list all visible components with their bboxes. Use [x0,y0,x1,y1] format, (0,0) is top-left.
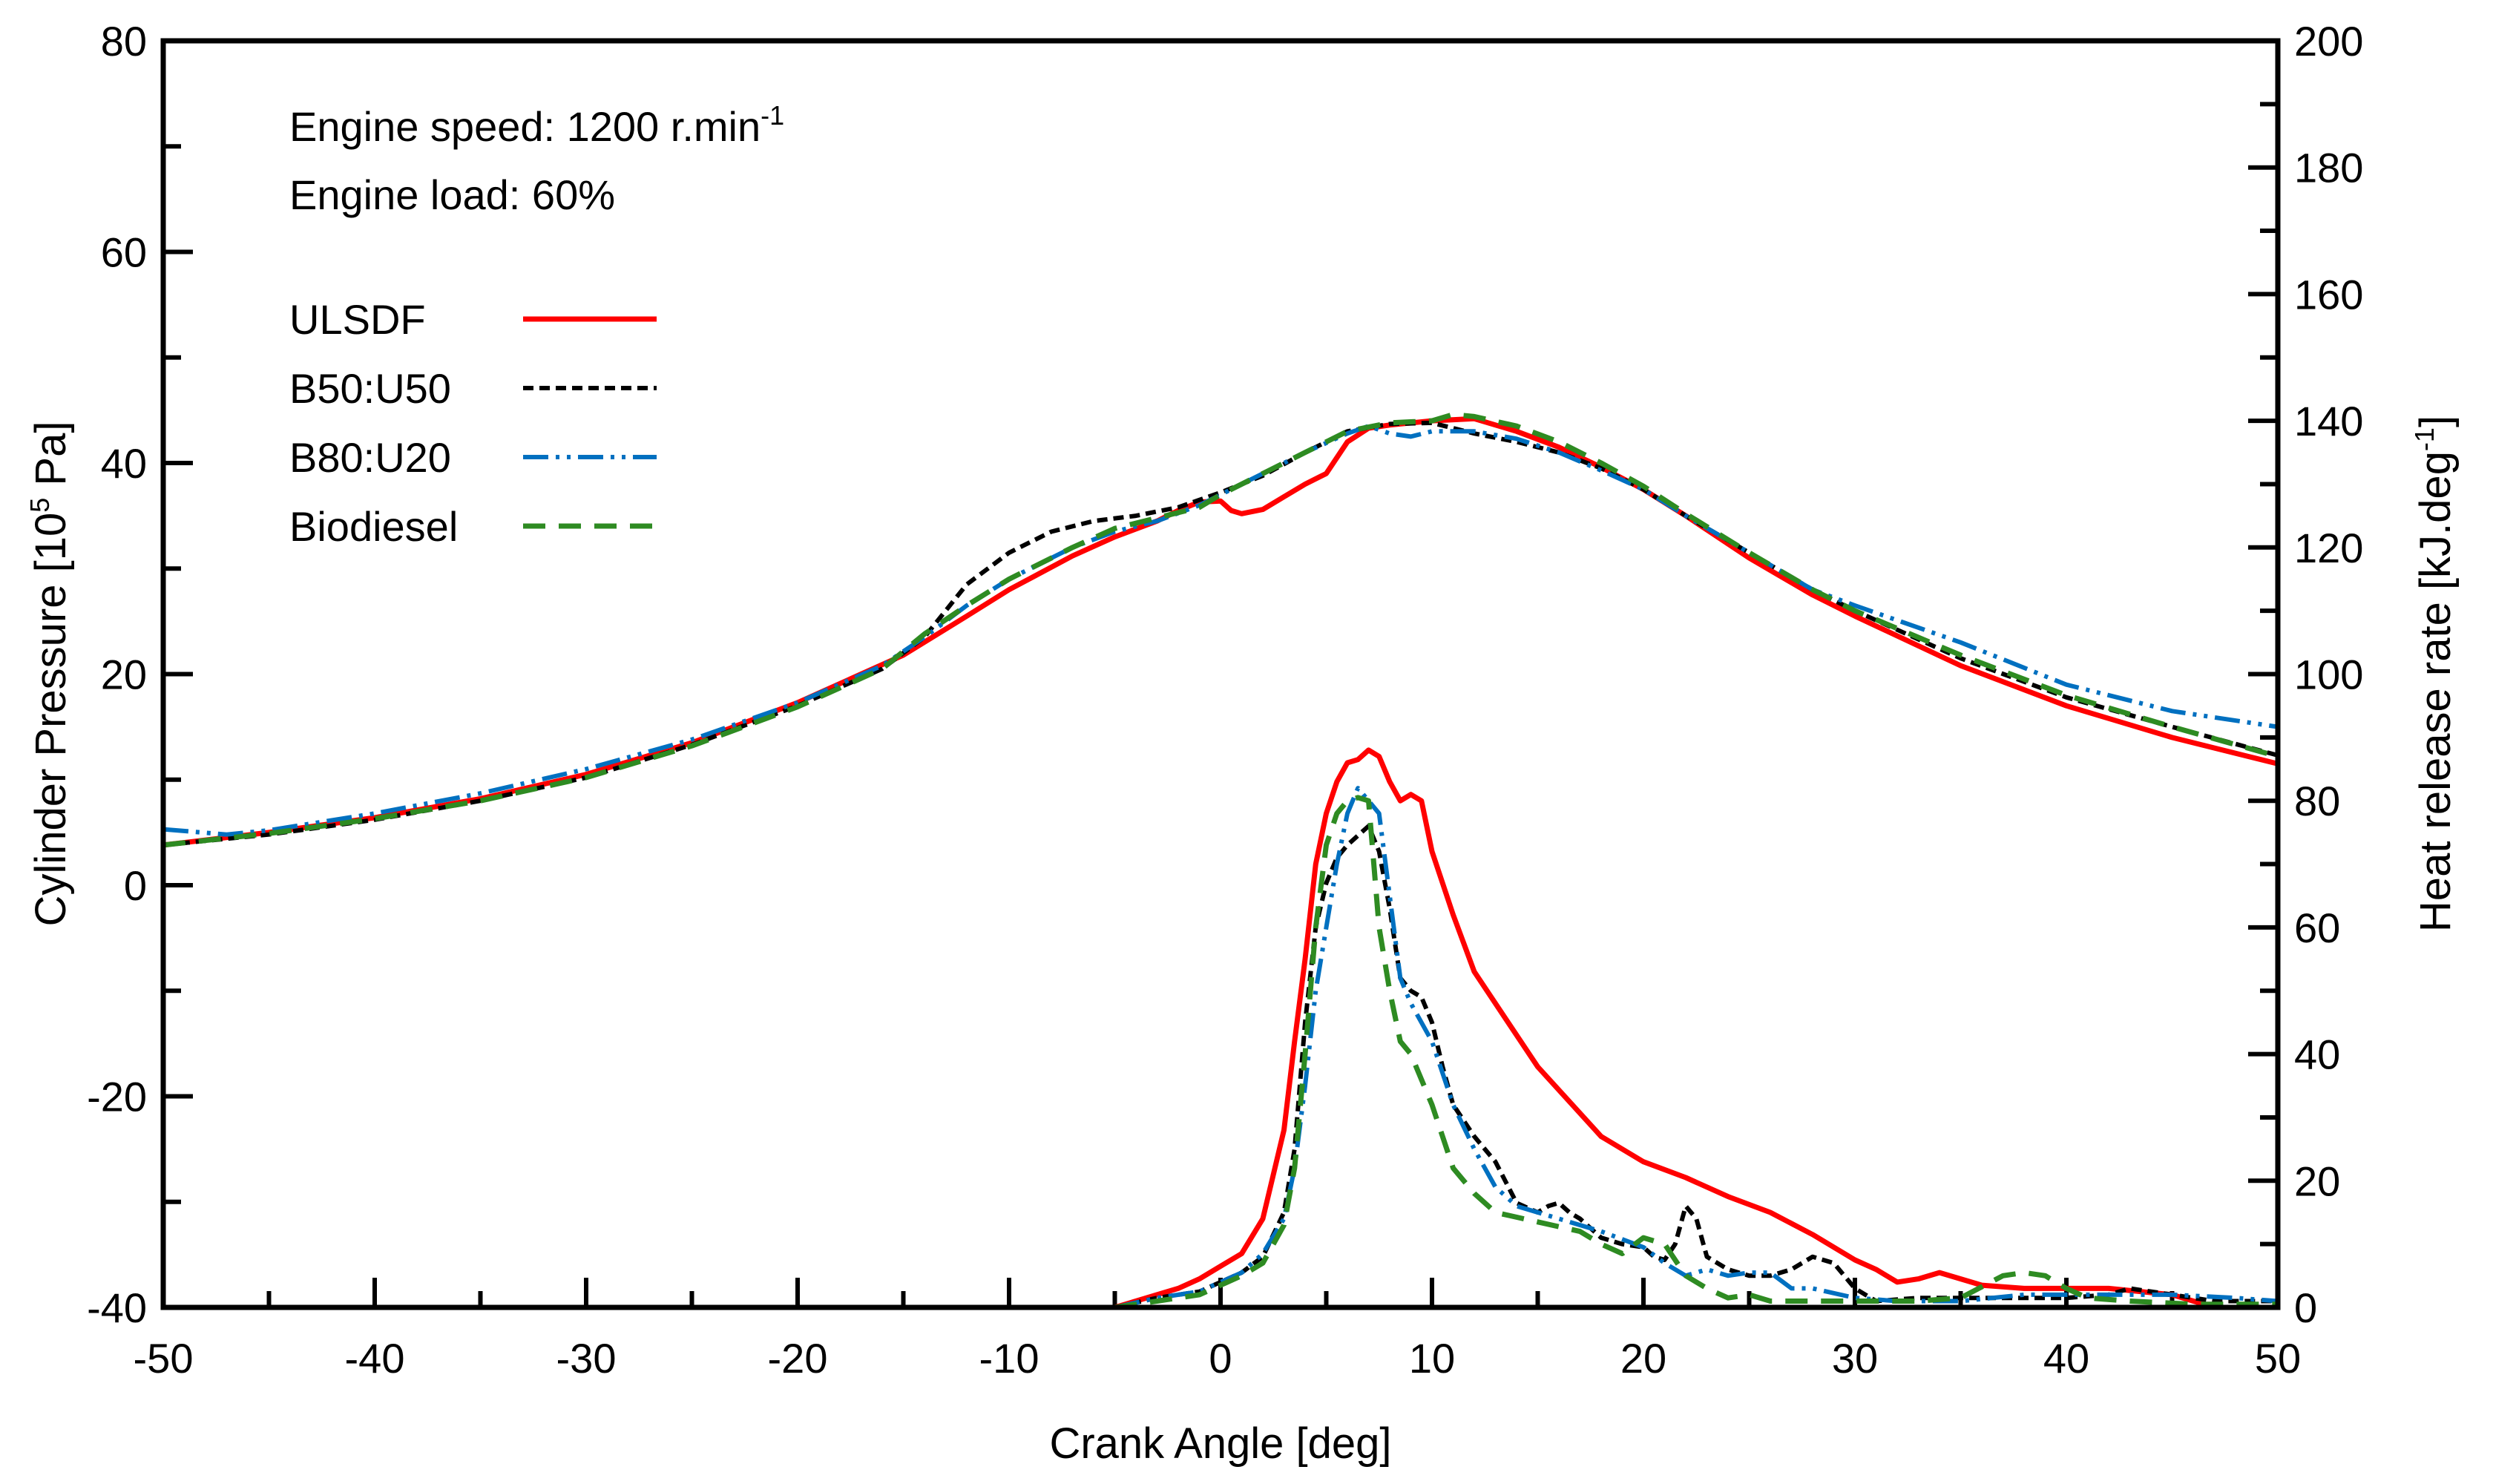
x-tick-label: -10 [979,1335,1039,1382]
x-tick-label: 30 [1832,1335,1878,1382]
legend-label-ulsdf: ULSDF [289,296,426,343]
y-right-tick-label: 200 [2294,18,2363,65]
y-right-tick-label: 120 [2294,525,2363,571]
legend-label-biodiesel: Biodiesel [289,503,458,550]
tick-labels: -50 -40 -30 -20 -10 0 10 20 30 40 50-40-2002040608… [87,18,2363,1382]
y-left-tick-label: 20 [101,651,147,698]
y-left-title-sup: 5 [24,498,55,513]
y-left-tick-label: 60 [101,229,147,276]
x-tick-label: -30 [556,1335,617,1382]
series-biodiesel-heat-release [1114,795,2278,1310]
y-right-tick-label: 160 [2294,271,2363,318]
series-b50-u50-pressure [162,420,2279,847]
y-right-tick-label: 140 [2294,398,2363,444]
y-right-axis-title: Heat release rate [kJ.deg-1] [2409,416,2460,932]
x-tick-label: 40 [2043,1335,2089,1382]
x-tick-label: 50 [2255,1335,2301,1382]
y-right-tick-label: 180 [2294,145,2363,191]
engine-load-annotation: Engine load: 60% [289,171,615,218]
engine-speed-sup: -1 [761,100,784,131]
plot-frame [160,38,2281,1310]
x-tick-label: -40 [345,1335,405,1382]
series-ulsdf-pressure [162,416,2279,848]
y-left-tick-label: 40 [101,440,147,487]
x-tick-label: 20 [1620,1335,1666,1382]
series-ulsdf-heat-release [1114,747,2278,1310]
y-left-axis-title: Cylinder Pressure [105 Pa] [24,421,75,927]
x-tick-label: 0 [1209,1335,1232,1382]
series-layer [162,412,2279,1310]
y-right-title-main: Heat release rate [kJ.deg [2411,451,2460,932]
legend: ULSDF B50:U50 B80:U20 Biodiesel [289,296,657,550]
y-right-tick-label: 40 [2294,1031,2340,1078]
engine-speed-annotation: Engine speed: 1200 r.min-1 [289,100,784,150]
y-left-tick-label: -40 [87,1284,147,1331]
tick-marks [161,39,2280,1310]
y-right-tick-label: 20 [2294,1158,2340,1204]
series-b80-u20-heat-release [1114,786,2279,1310]
y-right-title-tail: ] [2411,416,2460,427]
series-b80-u20-pressure [162,424,2279,837]
y-right-tick-label: 100 [2294,651,2363,698]
legend-label-b50u50: B50:U50 [289,365,451,412]
x-axis-title: Crank Angle [deg] [1049,1419,1391,1468]
y-left-tick-label: 0 [124,862,147,909]
series-biodiesel-pressure [162,412,2279,848]
engine-speed-main: Engine speed: 1200 r.min [289,103,761,150]
y-right-tick-label: 80 [2294,778,2340,824]
y-right-tick-label: 0 [2294,1284,2317,1331]
y-left-tick-label: -20 [87,1074,147,1120]
x-tick-label: -20 [768,1335,828,1382]
y-left-title-tail: Pa] [27,421,75,498]
x-tick-label: 10 [1409,1335,1455,1382]
x-tick-label: -50 [134,1335,194,1382]
legend-label-b80u20: B80:U20 [289,434,451,481]
y-right-tick-label: 60 [2294,904,2340,951]
y-left-title-main: Cylinder Pressure [10 [27,513,75,927]
y-left-tick-label: 80 [101,18,147,65]
y-right-title-sup: -1 [2409,427,2440,451]
